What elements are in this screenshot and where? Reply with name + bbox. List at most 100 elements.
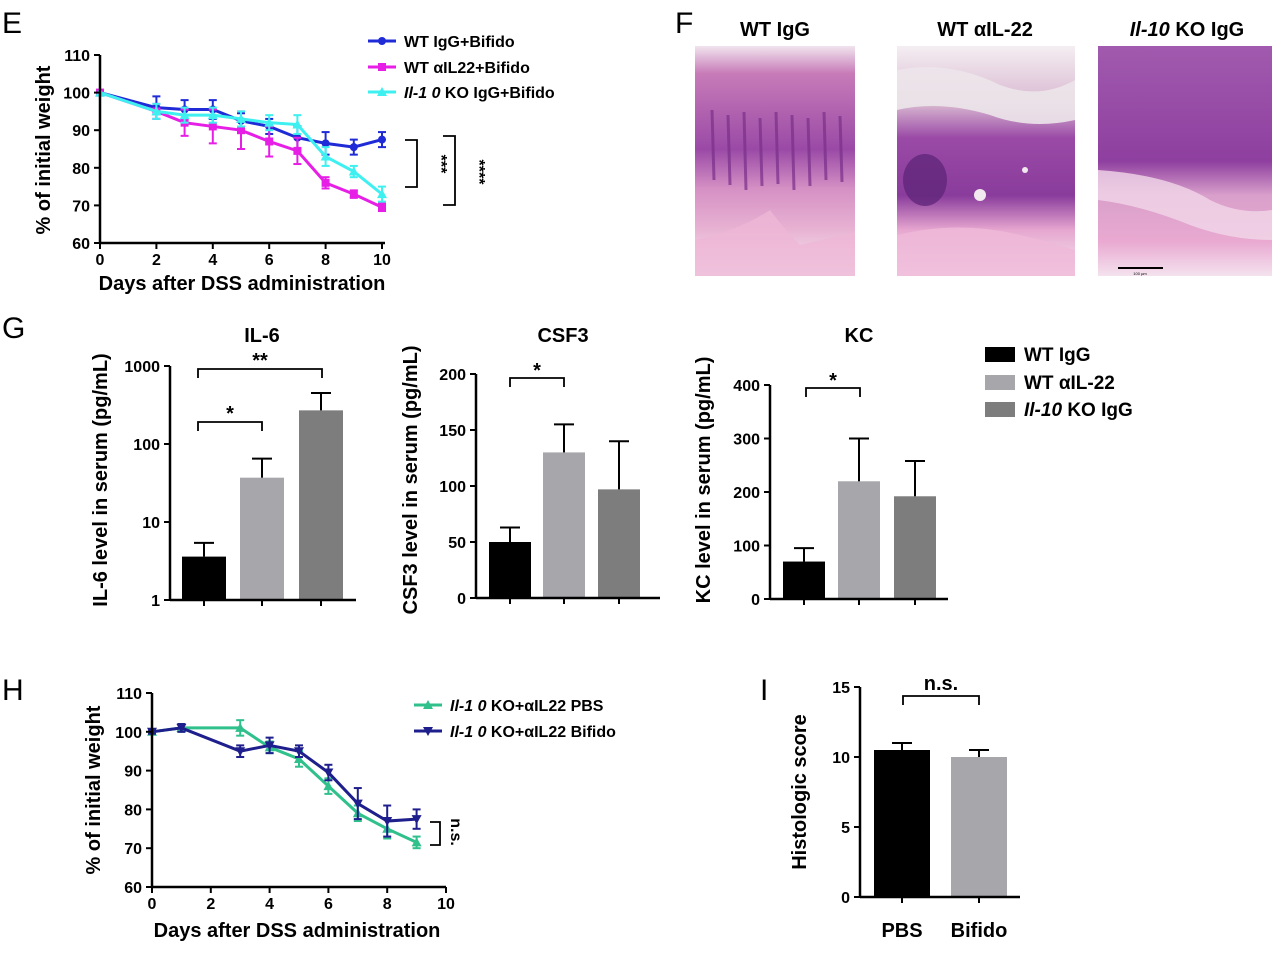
csf3-sig: * (533, 360, 541, 382)
histology-image-il10ko-igg: 100 µm (1098, 46, 1272, 276)
e-x-tick-label: 2 (152, 252, 161, 269)
h-x-tick-label: 10 (437, 896, 455, 913)
e-legend-text-3: KO IgG+Bifido (445, 85, 555, 102)
e-bracket-a (405, 139, 418, 188)
i-y-tick-label: 0 (841, 890, 850, 907)
i-y-tick-label: 15 (832, 680, 850, 697)
e-data-point (264, 117, 275, 127)
e-legend-il10ko-igg-bifido: Il-1 0 KO IgG+Bifido (368, 85, 555, 102)
h-legend-italic-1: Il-1 0 (450, 698, 487, 715)
e-series-line-0 (99, 91, 383, 149)
kc-y-tick-label: 400 (733, 378, 760, 395)
panel-g-csf3-chart: CSF3 0 50 100 150 200 CSF3 level in serum (p… (400, 325, 660, 614)
histology-image-wt-igg (695, 46, 855, 276)
e-legend-label-2: WT αIL22+Bifido (404, 60, 530, 77)
e-data-point (237, 126, 245, 135)
panel-g-il6-chart: IL-6 1 10 100 1000 IL-6 level in serum (pg/… (90, 325, 356, 610)
e-legend-marker-1 (378, 37, 386, 45)
e-bracket-b (443, 135, 456, 206)
e-data-point (378, 203, 386, 212)
il6-y-tick-label: 100 (133, 437, 160, 454)
h-data-point (264, 741, 275, 751)
il6-bar (240, 477, 284, 600)
i-x-tick-label: PBS (881, 920, 922, 942)
e-series-line-1 (99, 91, 383, 209)
e-legend-wt-ail22-bifido: WT αIL22+Bifido (368, 60, 530, 77)
h-bracket (430, 821, 441, 846)
e-x-tick-label: 10 (373, 252, 391, 269)
h-x-tick-label: 0 (148, 896, 157, 913)
h-data-point (411, 837, 422, 847)
il6-sig-b: ** (252, 350, 268, 372)
kc-bar (894, 496, 936, 599)
g-legend-label-1: WT IgG (1024, 345, 1090, 366)
h-legend-pbs: Il-1 0 KO+αIL22 PBS (414, 698, 604, 715)
il6-bracket-b (197, 368, 323, 378)
e-sig-a: *** (432, 155, 449, 174)
il6-title: IL-6 (244, 325, 280, 347)
h-data-point (176, 723, 187, 733)
kc-bar (783, 561, 825, 599)
csf3-title: CSF3 (537, 325, 588, 347)
csf3-bar (489, 542, 531, 598)
e-y-tick-label: 60 (72, 236, 90, 253)
h-data-point (235, 722, 246, 732)
kc-sig: * (829, 370, 837, 392)
e-data-point (151, 106, 162, 116)
csf3-bar (543, 452, 585, 598)
csf3-y-tick-label: 50 (448, 535, 466, 552)
il6-bar (182, 556, 226, 600)
h-x-tick-label: 4 (265, 896, 274, 913)
h-y-tick-label: 100 (115, 725, 142, 742)
e-data-point (321, 139, 330, 148)
i-sig: n.s. (924, 673, 958, 695)
h-data-point (411, 815, 422, 825)
panel-i-histologic-score-chart: PBS Bifido 0 5 10 15 Histologic score n.s. (789, 673, 1020, 942)
i-x-tick-label: Bifido (951, 920, 1008, 942)
scale-bar-label: 100 µm (1133, 271, 1147, 276)
e-data-point (349, 190, 358, 199)
histology-image-wt-ail22 (897, 46, 1075, 276)
g-legend-label-3: Il-10 KO IgG (1024, 400, 1133, 421)
e-sig-b: **** (470, 160, 487, 186)
e-legend-marker-2 (378, 63, 386, 71)
i-y-axis-label: Histologic score (789, 714, 811, 870)
g-legend-wt-ail22: WT αIL-22 (985, 373, 1115, 394)
e-data-point (378, 135, 386, 144)
g-legend-swatch-3 (985, 402, 1015, 417)
panel-letter-h: H (2, 674, 24, 707)
il6-bar (299, 410, 343, 600)
e-legend-italic-3: Il-1 0 (404, 85, 441, 102)
panel-letter-i: I (760, 674, 768, 707)
e-data-point (377, 189, 387, 199)
i-bracket (902, 695, 980, 705)
g-legend-italic-3: Il-10 (1024, 400, 1062, 421)
e-data-point (292, 119, 303, 129)
g-legend-swatch-2 (985, 375, 1015, 390)
csf3-y-tick-label: 0 (457, 591, 466, 608)
g-legend-text-3: KO IgG (1067, 400, 1132, 421)
e-x-tick-label: 6 (265, 252, 274, 269)
e-data-point (321, 178, 330, 187)
h-sig: n.s. (447, 818, 464, 846)
csf3-y-tick-label: 200 (439, 367, 466, 384)
panel-f-histology: WT IgG WT αIL-22 Il-10 KO IgG (695, 19, 1272, 276)
h-x-axis-label: Days after DSS administration (154, 920, 441, 942)
histology-title-il10ko-igg: Il-10 KO IgG (1130, 19, 1244, 41)
il6-y-axis-label: IL-6 level in serum (pg/mL) (90, 353, 112, 606)
h-legend: Il-1 0 KO+αIL22 PBS Il-1 0 KO+αIL22 Bifi… (414, 698, 616, 741)
csf3-y-tick-label: 150 (439, 423, 466, 440)
e-data-point (293, 146, 302, 155)
h-legend-marker-1 (423, 700, 433, 709)
h-x-tick-label: 2 (206, 896, 215, 913)
csf3-bar (598, 489, 640, 598)
e-legend-label-1: WT IgG+Bifido (404, 34, 515, 51)
g-legend-wt-igg: WT IgG (985, 345, 1090, 366)
i-bar (951, 757, 1007, 897)
panel-e-weight-chart: 60 70 80 90 100 110 0 2 4 6 8 10 % of initial weig… (33, 34, 555, 295)
e-data-point (265, 137, 274, 146)
h-legend-text-1: KO+αIL22 PBS (491, 698, 604, 715)
il6-y-tick-label: 1 (151, 593, 160, 610)
il6-y-tick-label: 10 (142, 515, 160, 532)
